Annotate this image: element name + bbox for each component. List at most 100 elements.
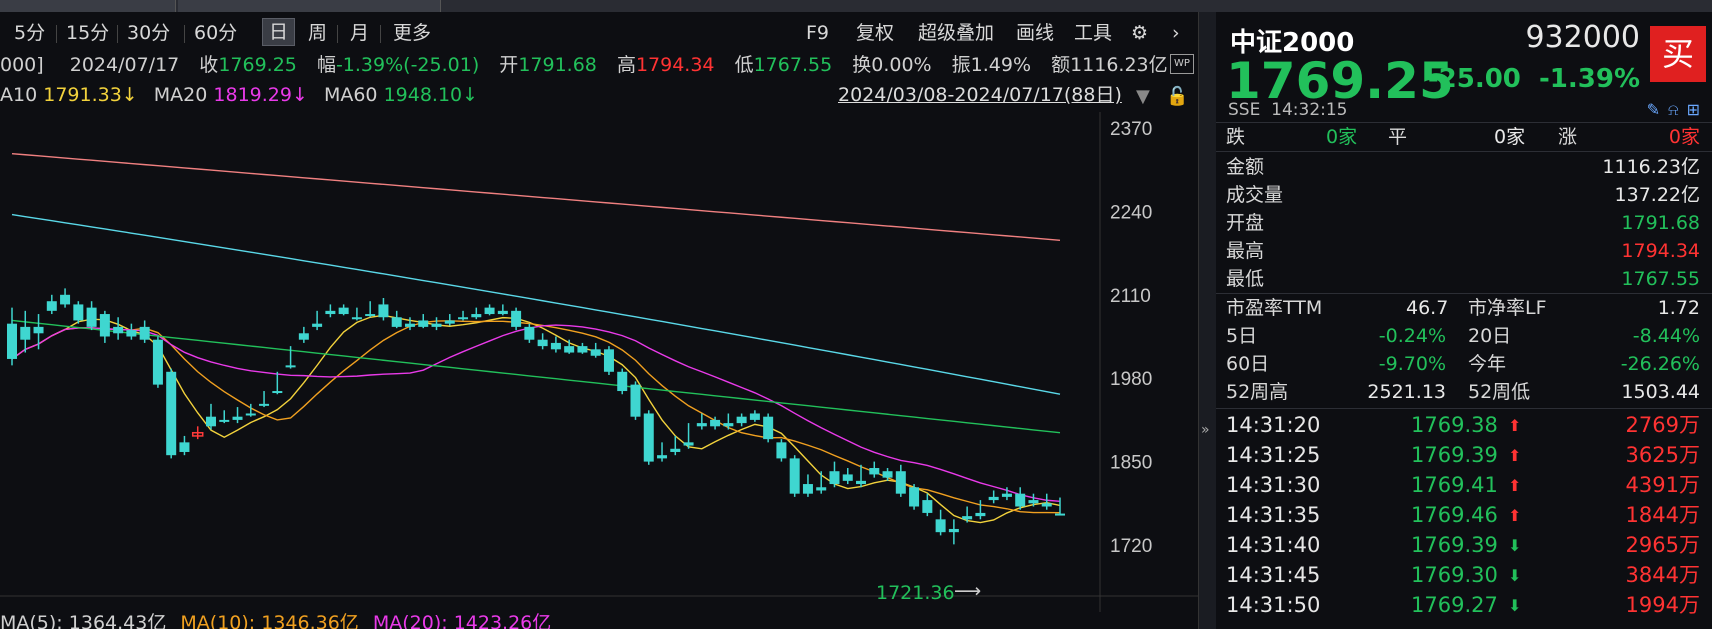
candle-body <box>1001 493 1012 497</box>
candle-body <box>537 339 548 347</box>
ma20-line <box>11 324 1061 502</box>
stat-value: 1791.68 <box>1621 212 1700 234</box>
period-more[interactable]: 更多 <box>393 22 432 44</box>
h52-value: 2521.13 <box>1367 381 1446 403</box>
period-month[interactable]: 月 <box>350 22 370 44</box>
d5-value: -0.24% <box>1378 325 1446 347</box>
tick-price: 1769.39 <box>1411 443 1498 467</box>
ma-legend: A10 1791.33↓ MA20 1819.29↓ MA60 1948.10↓ <box>0 82 478 108</box>
last-price: 1769.25 <box>1226 52 1454 110</box>
candle-body <box>272 391 283 394</box>
kline-pane: 5分 15分 30分 60分 日 周 月 更多 F9 复权 超级叠加 画线 工具… <box>0 12 1198 629</box>
kline-chart: 2370 2240 2110 1980 1850 1720 <box>0 112 1198 612</box>
exchange-label: SSE <box>1228 100 1261 120</box>
stat-value: 137.22亿 <box>1614 184 1700 206</box>
stat-value: 1794.34 <box>1621 240 1700 262</box>
candle-body <box>378 304 389 318</box>
period-week[interactable]: 周 <box>308 22 328 44</box>
tick-price: 1769.27 <box>1411 593 1498 617</box>
high-label: 高 <box>616 54 636 76</box>
y-tick-label: 2370 <box>1110 119 1152 140</box>
buy-button[interactable]: 买 <box>1650 26 1706 82</box>
bell-icon[interactable]: ⍾ <box>1668 100 1687 119</box>
candle-body <box>962 516 973 520</box>
l52-value: 1503.44 <box>1621 381 1700 403</box>
arrow-up-icon: ⬆ <box>1508 506 1522 525</box>
candle-body <box>909 487 920 507</box>
candle-body <box>763 416 774 440</box>
tick-volume: 2769万 <box>1625 413 1700 437</box>
candle-body <box>484 307 495 315</box>
wp-icon[interactable]: WP <box>1170 54 1194 74</box>
stat-label: 成交量 <box>1226 184 1284 206</box>
change-pct: -1.39% <box>1539 64 1640 94</box>
pb-value: 1.72 <box>1657 297 1700 319</box>
dropdown-triangle-icon[interactable]: ▼ <box>1136 86 1150 107</box>
period-30min[interactable]: 30分 <box>127 22 171 44</box>
vol-ma5-value: 1364.43亿 <box>68 612 167 629</box>
tick-price: 1769.38 <box>1411 413 1498 437</box>
tick-volume: 2965万 <box>1625 533 1700 557</box>
tab-bse50[interactable] <box>178 0 441 12</box>
candlestick-series <box>7 288 1065 545</box>
tab-code[interactable] <box>0 0 176 12</box>
change-abs: -25.00 <box>1427 64 1521 94</box>
exchange-time: SSE 14:32:15 <box>1228 100 1348 120</box>
stat-label: 最低 <box>1226 268 1265 290</box>
candle-body <box>856 480 867 485</box>
code-suffix: 000] <box>0 54 44 76</box>
overlay-button[interactable]: 超级叠加 <box>918 22 995 44</box>
period-15min[interactable]: 15分 <box>66 22 110 44</box>
gear-icon[interactable]: ⚙ <box>1131 22 1149 44</box>
candle-body <box>391 317 402 327</box>
candle-body <box>33 326 44 334</box>
collapse-chevron-icon[interactable]: » <box>1201 422 1210 438</box>
up-label: 涨 <box>1558 126 1578 148</box>
ma60-label: MA60 <box>323 84 378 106</box>
candle-body <box>710 419 721 427</box>
stat-label: 最高 <box>1226 240 1265 262</box>
restore-rights-button[interactable]: 复权 <box>856 22 895 44</box>
add-icon[interactable]: ⊞ <box>1686 100 1708 119</box>
period-day[interactable]: 日 <box>262 18 296 46</box>
candle-body <box>696 423 707 427</box>
pane-divider[interactable]: » <box>1198 12 1217 629</box>
volume-ma-legend: MA(5): 1364.43亿 MA(10): 1346.36亿 MA(20):… <box>0 610 551 629</box>
candle-body <box>46 301 57 311</box>
period-5min[interactable]: 5分 <box>14 22 46 44</box>
tick-volume: 4391万 <box>1625 473 1700 497</box>
price-change: -25.00 -1.39% <box>1428 64 1640 94</box>
f9-button[interactable]: F9 <box>806 22 830 44</box>
candle-body <box>1041 503 1052 507</box>
date-range-selector[interactable]: 2024/03/08-2024/07/17(88日) <box>838 84 1122 106</box>
d20-label: 20日 <box>1468 325 1512 347</box>
high-value: 1794.34 <box>635 54 715 76</box>
draw-line-button[interactable]: 画线 <box>1016 22 1055 44</box>
candle-body <box>577 346 588 353</box>
period-60min[interactable]: 60分 <box>194 22 238 44</box>
candle-body <box>285 365 296 368</box>
candle-body <box>723 423 734 427</box>
candle-body <box>802 484 813 494</box>
tick-time: 14:31:20 <box>1226 413 1321 437</box>
lock-icon[interactable]: 🔓 <box>1166 86 1189 107</box>
tick-time: 14:31:25 <box>1226 443 1321 467</box>
l52-label: 52周低 <box>1468 381 1531 403</box>
candle-body <box>550 342 561 350</box>
candle-body <box>935 519 946 533</box>
chevron-right-icon[interactable]: › <box>1172 22 1180 44</box>
edit-icon[interactable]: ✎ <box>1646 100 1668 119</box>
quote-panel: 中证2000 932000 1769.25 -25.00 -1.39% 买 SS… <box>1216 12 1712 629</box>
candle-body <box>431 323 442 327</box>
candle-body <box>842 474 853 481</box>
candle-body <box>670 448 681 452</box>
tools-button[interactable]: 工具 <box>1074 22 1113 44</box>
candle-body <box>895 471 906 494</box>
candle-body <box>776 442 787 459</box>
candle-body <box>948 528 959 533</box>
candle-body <box>99 314 110 337</box>
tick-price: 1769.39 <box>1411 533 1498 557</box>
tick-price: 1769.41 <box>1411 473 1498 497</box>
moving-average-lines <box>11 152 1061 524</box>
candle-body <box>882 471 893 478</box>
